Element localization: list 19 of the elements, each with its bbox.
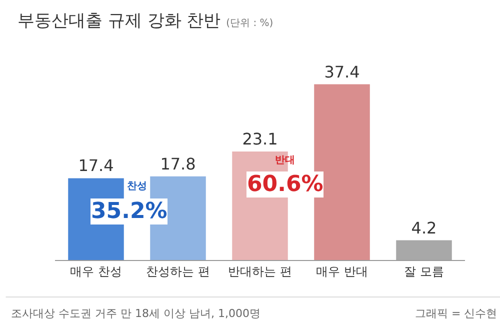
data-label: 23.1 [242, 129, 278, 148]
text: 그래픽 = 신수현 [415, 307, 498, 320]
x-tick-label: 반대하는 편 [228, 264, 292, 278]
data-label: 37.4 [324, 62, 360, 82]
x-tick-label: 찬성하는 편 [146, 264, 210, 278]
annotation: 반대 [275, 155, 295, 166]
bar [396, 240, 452, 260]
data-label: 4.2 [411, 218, 437, 238]
chart-title: 부동산대출 규제 강화 찬반 [18, 10, 221, 31]
x-tick-label: 잘 모름 [404, 264, 444, 278]
annotation: 35.2% [91, 199, 168, 224]
data-label: 17.4 [78, 156, 114, 176]
x-tick-label: 매우 찬성 [70, 264, 122, 278]
annotation: 60.6% [247, 172, 324, 197]
text: 조사대상 수도권 거주 만 18세 이상 남녀, 1,000명 [11, 307, 260, 320]
data-label: 17.8 [160, 154, 196, 174]
annotation: 찬성 [127, 181, 147, 192]
chart-subtitle: (단위 : %) [226, 18, 274, 29]
x-tick-label: 매우 반대 [316, 264, 368, 278]
